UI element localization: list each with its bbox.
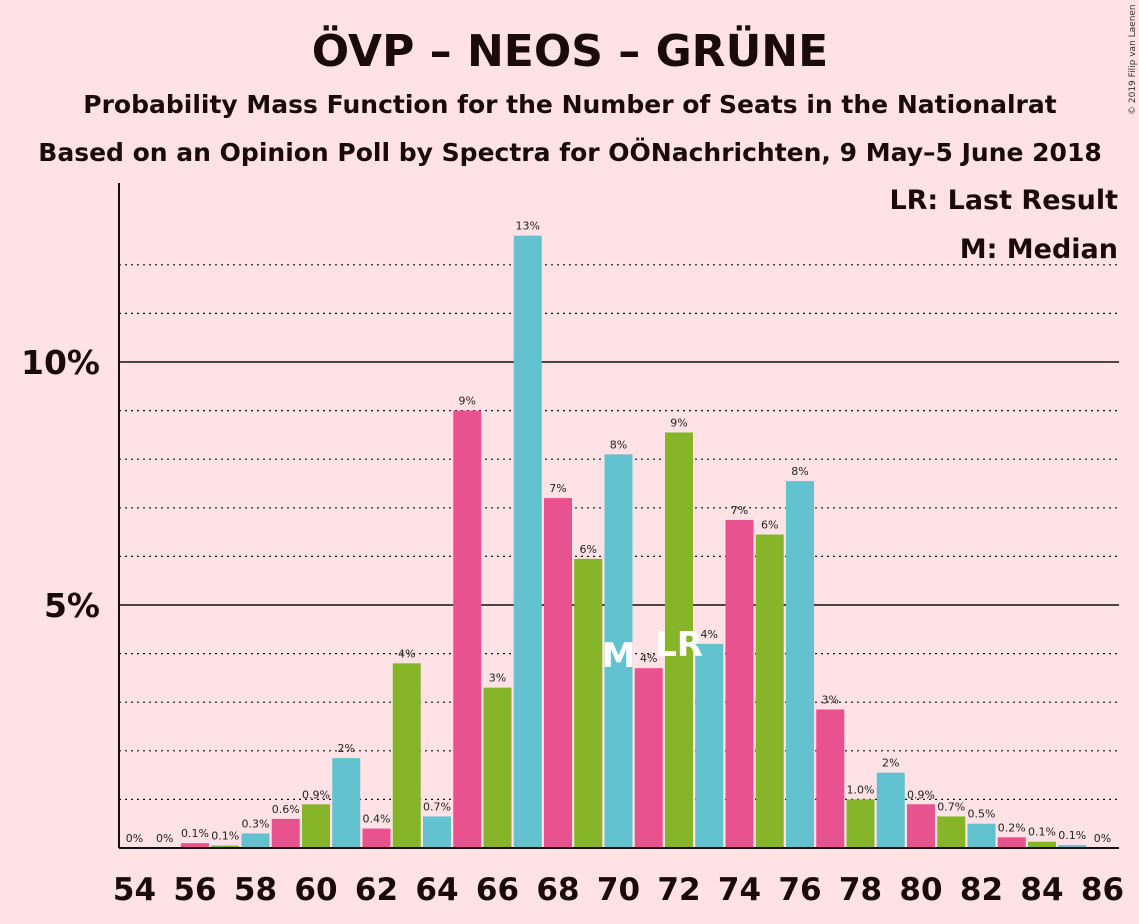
bar-seat-58 xyxy=(241,833,270,848)
x-tick-54: 54 xyxy=(113,872,156,908)
legend-last-result: LR: Last Result xyxy=(889,185,1118,216)
x-tick-64: 64 xyxy=(415,872,458,908)
median-marker: M xyxy=(602,636,636,676)
bar-seat-62 xyxy=(362,828,391,848)
bar-seat-81 xyxy=(937,816,966,848)
bars xyxy=(181,235,1087,848)
bar-seat-83 xyxy=(997,837,1026,848)
data-label-seat-67: 13% xyxy=(516,220,540,233)
bar-seat-79 xyxy=(876,772,905,848)
x-tick-68: 68 xyxy=(536,872,579,908)
x-tick-82: 82 xyxy=(960,872,1003,908)
data-label-seat-82: 0.5% xyxy=(968,808,996,821)
legend-median: M: Median xyxy=(960,234,1118,265)
x-axis-ticks: 54 56 58 60 62 64 66 68 70 72 74 76 78 80 82 84 86 xyxy=(113,872,1124,908)
x-tick-62: 62 xyxy=(355,872,398,908)
bar-seat-85 xyxy=(1058,845,1087,848)
bar-seat-80 xyxy=(907,804,935,848)
chart-subtitle-1: Probability Mass Function for the Number… xyxy=(83,90,1056,119)
x-tick-60: 60 xyxy=(294,872,337,908)
bar-seat-77 xyxy=(816,709,845,848)
data-label-seat-81: 0.7% xyxy=(937,800,965,813)
bar-seat-67 xyxy=(513,235,542,848)
bar-seat-82 xyxy=(967,823,996,848)
bar-seat-69 xyxy=(574,558,603,848)
copyright-notice: © 2019 Filip van Laenen xyxy=(1128,4,1138,115)
last-result-marker: LR xyxy=(655,625,703,665)
bar-seat-57 xyxy=(211,845,240,848)
x-tick-56: 56 xyxy=(173,872,216,908)
y-tick-10: 10% xyxy=(21,343,100,382)
data-label-seat-71: 4% xyxy=(640,652,657,665)
bar-seat-70 xyxy=(604,454,633,848)
markers: M LR xyxy=(602,625,703,676)
x-tick-86: 86 xyxy=(1081,872,1124,908)
data-label-seat-78: 1.0% xyxy=(847,783,875,796)
data-label-seat-64: 0.7% xyxy=(423,800,451,813)
data-label-seat-66: 3% xyxy=(489,672,506,685)
bar-seat-66 xyxy=(483,687,512,848)
data-label-seat-72: 9% xyxy=(670,416,687,429)
data-label-seat-77: 3% xyxy=(822,693,839,706)
x-tick-66: 66 xyxy=(476,872,519,908)
bar-seat-60 xyxy=(302,804,330,848)
data-label-seat-57: 0.1% xyxy=(211,830,239,843)
data-label-seat-55: 0% xyxy=(156,832,173,845)
chart-title: ÖVP – NEOS – GRÜNE xyxy=(312,24,828,77)
data-label-seat-62: 0.4% xyxy=(363,813,391,826)
bar-seat-56 xyxy=(181,843,209,848)
data-label-seat-69: 6% xyxy=(580,543,597,556)
bar-seat-78 xyxy=(846,799,875,848)
chart-subtitle-2: Based on an Opinion Poll by Spectra for … xyxy=(38,137,1101,167)
data-label-seat-58: 0.3% xyxy=(242,817,270,830)
bar-seat-74 xyxy=(725,519,754,848)
bar-seat-59 xyxy=(271,818,300,848)
x-tick-74: 74 xyxy=(718,872,761,908)
bar-seat-76 xyxy=(786,481,814,848)
data-label-seat-80: 0.9% xyxy=(907,788,935,801)
x-tick-80: 80 xyxy=(899,872,942,908)
data-label-seat-63: 4% xyxy=(398,647,415,660)
data-label-seat-75: 6% xyxy=(761,519,778,532)
data-label-seat-60: 0.9% xyxy=(302,788,330,801)
data-labels: 0% 0% 0.1% 0.1%0.3%0.6%0.9%2%0.4%4%0.7%9%3%… xyxy=(126,220,1111,845)
data-label-seat-84: 0.1% xyxy=(1028,826,1056,839)
y-axis-ticks: 5% 10% xyxy=(21,343,100,625)
y-tick-5: 5% xyxy=(44,586,100,625)
x-tick-58: 58 xyxy=(234,872,277,908)
bar-seat-75 xyxy=(755,534,784,848)
bar-seat-71 xyxy=(634,668,663,848)
bar-seat-68 xyxy=(544,498,572,848)
data-label-seat-65: 9% xyxy=(459,395,476,408)
bar-seat-84 xyxy=(1028,841,1056,848)
data-label-seat-86: 0% xyxy=(1094,832,1111,845)
data-label-seat-59: 0.6% xyxy=(272,803,300,816)
data-label-seat-76: 8% xyxy=(791,465,808,478)
data-label-seat-56: 0.1% xyxy=(181,827,209,840)
data-label-seat-79: 2% xyxy=(882,757,899,770)
data-label-seat-83: 0.2% xyxy=(998,821,1026,834)
data-label-seat-73: 4% xyxy=(701,628,718,641)
bar-seat-64 xyxy=(423,816,451,848)
data-label-seat-68: 7% xyxy=(549,482,566,495)
data-label-seat-74: 7% xyxy=(731,504,748,517)
x-tick-76: 76 xyxy=(778,872,821,908)
bar-seat-63 xyxy=(392,663,421,848)
data-label-seat-85: 0.1% xyxy=(1058,829,1086,842)
bar-seat-73 xyxy=(695,643,724,848)
data-label-seat-61: 2% xyxy=(338,742,355,755)
x-tick-72: 72 xyxy=(657,872,700,908)
data-label-seat-70: 8% xyxy=(610,438,627,451)
x-tick-84: 84 xyxy=(1020,872,1063,908)
x-tick-70: 70 xyxy=(597,872,640,908)
x-tick-78: 78 xyxy=(839,872,882,908)
data-label-seat-54: 0% xyxy=(126,832,143,845)
bar-seat-65 xyxy=(453,410,482,848)
bar-seat-61 xyxy=(332,758,361,848)
bar-seat-72 xyxy=(665,432,693,848)
